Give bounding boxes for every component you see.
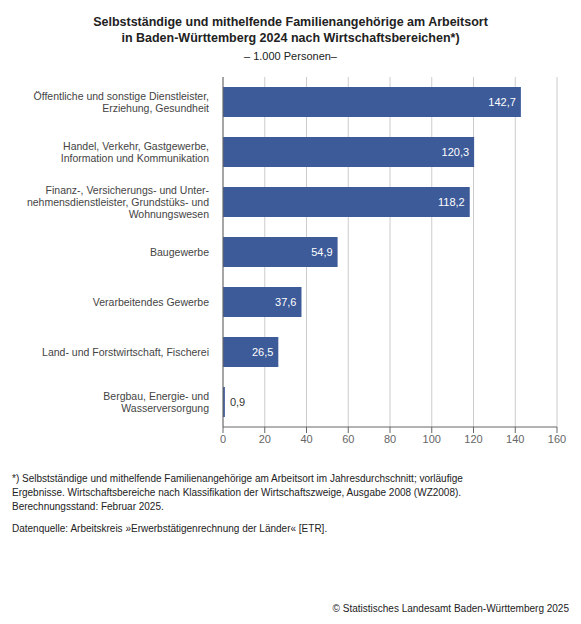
svg-text:120: 120	[464, 433, 482, 445]
html-text:– 1.000 Personen–: – 1.000 Personen–	[244, 50, 337, 62]
svg-text:54,9: 54,9	[311, 246, 332, 258]
svg-text:60: 60	[342, 433, 354, 445]
svg-text:37,6: 37,6	[275, 296, 296, 308]
html-text:Selbstständige und mithelfende: Selbstständige und mithelfende Familiena…	[93, 15, 488, 29]
svg-text:Finanz-, Versicherungs- und Un: Finanz-, Versicherungs- und Unter-nehmen…	[27, 184, 210, 220]
svg-text:26,5: 26,5	[252, 346, 273, 358]
html-text:Ergebnisse. Wirtschaftsbereich: Ergebnisse. Wirtschaftsbereiche nach Kla…	[12, 487, 462, 498]
svg-text:120,3: 120,3	[442, 146, 470, 158]
svg-text:Land- und Forstwirtschaft, Fis: Land- und Forstwirtschaft, Fischerei	[42, 346, 209, 358]
html-text:Berechnungsstand: Februar 2025: Berechnungsstand: Februar 2025.	[12, 501, 164, 512]
svg-text:40: 40	[300, 433, 312, 445]
svg-text:100: 100	[423, 433, 441, 445]
svg-text:Bergbau, Energie- undWasserver: Bergbau, Energie- undWasserversorgung	[103, 390, 209, 414]
svg-text:118,2: 118,2	[438, 196, 465, 208]
html-text:Datenquelle: Arbeitskreis »Erw: Datenquelle: Arbeitskreis »Erwerbstätige…	[12, 523, 328, 534]
svg-text:20: 20	[259, 433, 271, 445]
html-text:© Statistisches Landesamt Bade: © Statistisches Landesamt Baden-Württemb…	[332, 603, 569, 614]
svg-text:Öffentliche und sonstige Diens: Öffentliche und sonstige Dienstleister,E…	[34, 90, 210, 114]
svg-text:140: 140	[506, 433, 524, 445]
svg-text:Verarbeitendes Gewerbe: Verarbeitendes Gewerbe	[93, 296, 209, 308]
svg-text:Baugewerbe: Baugewerbe	[150, 246, 209, 258]
html-text:*) Selbstständige und mithelfe: *) Selbstständige und mithelfende Famili…	[12, 473, 463, 484]
svg-text:160: 160	[548, 433, 566, 445]
html-text:in Baden-Württemberg 2024 nach: in Baden-Württemberg 2024 nach Wirtschaf…	[121, 31, 460, 45]
svg-text:80: 80	[384, 433, 396, 445]
svg-text:142,7: 142,7	[488, 96, 516, 108]
svg-text:0: 0	[220, 433, 226, 445]
svg-text:Handel, Verkehr, Gastgewerbe,I: Handel, Verkehr, Gastgewerbe,Information…	[61, 140, 209, 164]
svg-text:0,9: 0,9	[230, 396, 245, 408]
